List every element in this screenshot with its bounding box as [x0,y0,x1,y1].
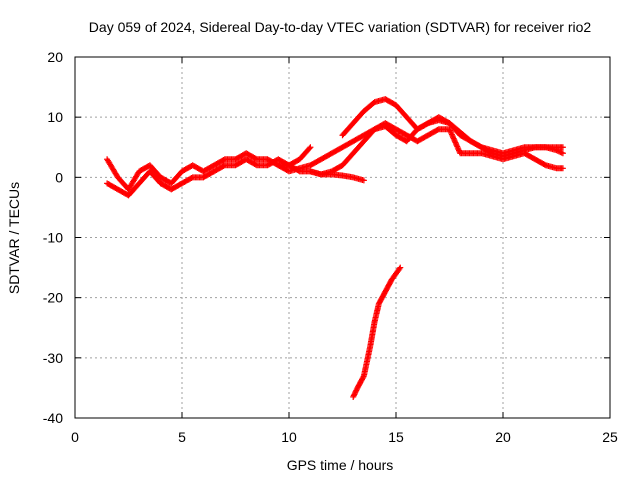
data-point [559,144,566,151]
data-point [559,165,566,172]
y-axis-label: SDTVAR / TECUs [6,182,22,294]
y-tick-label: 10 [47,109,63,125]
plot-frame [74,56,611,419]
x-tick-label: 0 [71,429,79,445]
data-point [360,177,367,184]
y-tick-label: 0 [55,169,63,185]
x-tick-label: 10 [281,429,297,445]
series-track-b [104,144,314,199]
x-tick-label: 5 [178,429,186,445]
y-tick-label: 20 [47,49,63,65]
data-point [396,265,403,272]
series-track-d [307,120,566,178]
chart-title: Day 059 of 2024, Sidereal Day-to-day VTE… [89,19,592,35]
x-tick-label: 25 [602,429,618,445]
grid-layer [75,57,610,418]
data-point [559,150,566,157]
data-point [558,149,565,156]
data-point [360,374,367,381]
data-point [397,264,404,271]
x-tick-label: 20 [495,429,511,445]
series-track-f [350,264,404,400]
series-track-e [339,96,566,157]
data-point [306,145,313,152]
y-tick-label: -10 [43,230,63,246]
data-point [307,144,314,151]
x-axis-label: GPS time / hours [287,457,394,473]
y-tick-label: -30 [43,350,63,366]
data-layer [104,96,566,400]
y-tick-label: -20 [43,290,63,306]
y-tick-label: -40 [43,410,63,426]
x-tick-label: 15 [388,429,404,445]
